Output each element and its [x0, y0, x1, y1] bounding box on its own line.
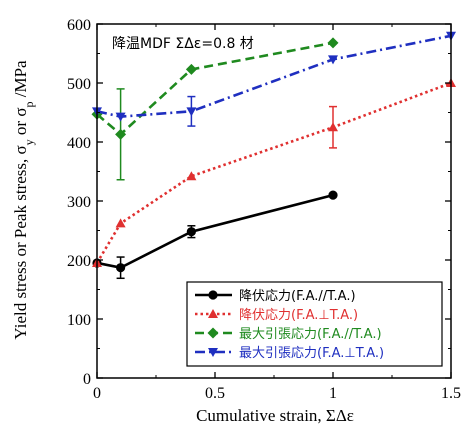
- x-tick-label: 0: [93, 385, 101, 402]
- legend-marker: [208, 348, 218, 357]
- data-point: [328, 190, 338, 200]
- x-tick-label: 1: [329, 385, 337, 402]
- series-line: [96, 41, 334, 137]
- data-point: [327, 37, 339, 49]
- series-3: [91, 37, 339, 181]
- data-point: [186, 107, 197, 117]
- legend-label: 降伏応力(F.A.//T.A.): [239, 289, 356, 304]
- x-axis-label: Cumulative strain, ΣΔε: [196, 406, 354, 425]
- axes: 0 100 200 300 400 500 600 0 0.5 1 1.5: [67, 17, 461, 402]
- series-4: [92, 31, 456, 127]
- y-tick-label: 500: [67, 76, 91, 93]
- y-tick-label: 100: [67, 312, 91, 329]
- y-tick-label: 200: [67, 253, 91, 270]
- legend-item: 降伏応力(F.A.//T.A.): [195, 289, 356, 304]
- x-tick-label: 1.5: [441, 385, 461, 402]
- series-line: [96, 193, 334, 270]
- data-point: [115, 128, 127, 140]
- series-line: [95, 81, 452, 264]
- series-layer: [91, 31, 456, 280]
- series-2: [92, 78, 456, 267]
- data-point: [116, 263, 126, 273]
- x-tick-label: 0.5: [205, 385, 225, 402]
- data-point: [328, 122, 338, 132]
- y-tick-label: 0: [83, 371, 91, 388]
- chart-annotation: 降温MDF ΣΔε=0.8 材: [112, 36, 254, 52]
- data-point: [186, 171, 197, 181]
- data-point: [328, 55, 338, 65]
- series-1: [92, 190, 338, 280]
- y-axis-label: Yield stress or Peak stress, σy or σp /M…: [11, 60, 36, 340]
- data-point: [186, 227, 196, 237]
- legend-marker: [207, 327, 219, 339]
- legend-item: 最大引張応力(F.A.⊥T.A.): [195, 346, 384, 361]
- data-point: [115, 112, 126, 122]
- legend-marker: [208, 309, 218, 318]
- legend-label: 最大引張応力(F.A.⊥T.A.): [239, 346, 384, 361]
- data-point: [185, 63, 197, 75]
- y-tick-label: 300: [67, 194, 91, 211]
- legend-label: 最大引張応力(F.A.//T.A.): [239, 327, 382, 342]
- y-tick-label: 400: [67, 135, 91, 152]
- legend: 降伏応力(F.A.//T.A.) 降伏応力(F.A.⊥T.A.) 最大引張応力(F.…: [186, 281, 443, 367]
- legend-label: 降伏応力(F.A.⊥T.A.): [239, 308, 358, 323]
- data-point: [115, 218, 126, 228]
- y-tick-label: 600: [67, 17, 91, 34]
- legend-item: 降伏応力(F.A.⊥T.A.): [195, 308, 358, 323]
- legend-item: 最大引張応力(F.A.//T.A.): [195, 327, 382, 342]
- legend-marker: [208, 290, 218, 300]
